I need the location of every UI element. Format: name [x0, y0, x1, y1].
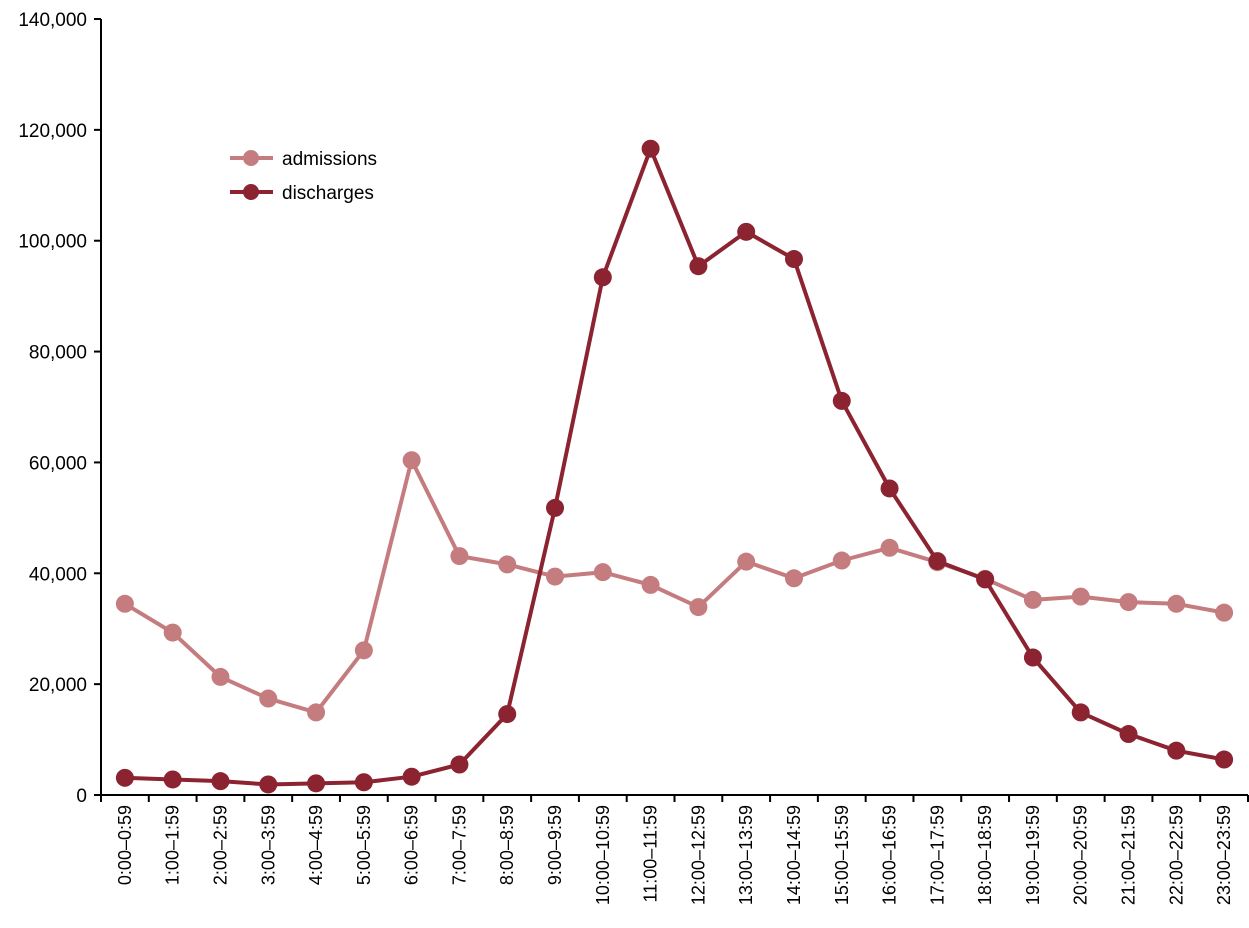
y-tick-label: 40,000 [29, 564, 87, 585]
data-point-admissions [259, 689, 278, 708]
data-point-admissions [880, 538, 899, 557]
data-point-discharges [928, 552, 947, 571]
data-point-discharges [1023, 648, 1042, 667]
series-line-discharges [124, 146, 1225, 787]
y-tick-label: 120,000 [18, 121, 87, 142]
x-tick-label: 5:00–5:59 [354, 805, 374, 885]
data-point-discharges [546, 498, 565, 517]
data-point-discharges [641, 139, 660, 158]
data-point-admissions [354, 641, 373, 660]
data-point-admissions [163, 623, 182, 642]
legend-marker [243, 184, 259, 200]
legend-item-discharges: discharges [230, 183, 374, 204]
x-tick-label: 20:00–20:59 [1071, 805, 1091, 905]
data-point-admissions [1119, 593, 1138, 612]
x-tick-label: 4:00–4:59 [306, 805, 326, 885]
legend-marker [243, 150, 259, 166]
data-point-discharges [593, 268, 612, 287]
y-tick-label: 60,000 [29, 453, 87, 474]
y-tick-label: 20,000 [29, 675, 87, 696]
legend-label: discharges [282, 183, 374, 204]
data-point-discharges [163, 770, 182, 789]
x-tick-label: 9:00–9:59 [545, 805, 565, 885]
axes: 0 20,000 40,000 60,000 80,000 100,000 120,000 1… [18, 10, 1249, 905]
y-tick-label: 100,000 [18, 232, 87, 253]
x-tick-label: 19:00–19:59 [1023, 805, 1043, 905]
data-point-admissions [1071, 587, 1090, 606]
x-tick-label: 14:00–14:59 [784, 805, 804, 905]
data-point-discharges [354, 773, 373, 792]
x-tick-label: 18:00–18:59 [975, 805, 995, 905]
data-point-discharges [259, 775, 278, 794]
x-tick-label: 12:00–12:59 [688, 805, 708, 905]
data-point-admissions [307, 703, 326, 722]
x-tick-label: 3:00–3:59 [258, 805, 278, 885]
data-point-discharges [450, 755, 469, 774]
x-tick-label: 23:00–23:59 [1214, 805, 1234, 905]
data-point-admissions [641, 575, 660, 594]
data-point-admissions [784, 569, 803, 588]
y-tick-label: 0 [76, 786, 87, 807]
x-tick-label: 17:00–17:59 [927, 805, 947, 905]
data-point-admissions [689, 598, 708, 617]
data-point-admissions [832, 551, 851, 570]
x-tick-label: 8:00–8:59 [497, 805, 517, 885]
series-line-admissions [123, 458, 1225, 715]
data-point-admissions [402, 451, 421, 470]
data-point-discharges [498, 705, 517, 724]
x-tick-label: 6:00–6:59 [402, 805, 422, 885]
legend-label: admissions [282, 149, 377, 170]
series-discharges [115, 139, 1234, 794]
data-point-discharges [1215, 750, 1234, 769]
data-point-discharges [211, 772, 230, 791]
x-tick-label: 22:00–22:59 [1166, 805, 1186, 905]
data-point-admissions [1215, 603, 1234, 622]
data-point-discharges [880, 479, 899, 498]
series-layer [115, 139, 1234, 794]
x-tick-label: 1:00–1:59 [163, 805, 183, 885]
data-point-discharges [1071, 703, 1090, 722]
x-tick-label: 0:00–0:59 [115, 805, 135, 885]
data-point-admissions [737, 552, 756, 571]
data-point-discharges [832, 391, 851, 410]
data-point-admissions [115, 594, 134, 613]
x-tick-label: 21:00–21:59 [1119, 805, 1139, 905]
data-point-admissions [546, 567, 565, 586]
data-point-discharges [689, 257, 708, 276]
legend-item-admissions: admissions [230, 149, 377, 170]
legend: admissions discharges [230, 149, 377, 204]
x-tick-label: 11:00–11:59 [641, 805, 661, 902]
data-point-discharges [737, 222, 756, 241]
x-tick-label: 13:00–13:59 [736, 805, 756, 905]
x-tick-label: 7:00–7:59 [449, 805, 469, 885]
data-point-discharges [976, 570, 995, 589]
x-tick-label: 2:00–2:59 [210, 805, 230, 885]
data-point-admissions [1023, 590, 1042, 609]
data-point-discharges [1119, 725, 1138, 744]
x-tick-label: 16:00–16:59 [880, 805, 900, 905]
data-point-discharges [402, 767, 421, 786]
data-point-admissions [450, 547, 469, 566]
data-point-admissions [498, 555, 517, 574]
data-point-admissions [1167, 594, 1186, 613]
data-point-discharges [115, 768, 134, 787]
data-point-discharges [784, 250, 803, 269]
y-tick-label: 80,000 [29, 343, 87, 364]
data-point-admissions [593, 563, 612, 582]
data-point-discharges [1167, 741, 1186, 760]
x-tick-label: 10:00–10:59 [593, 805, 613, 905]
data-point-discharges [307, 774, 326, 793]
y-tick-label: 140,000 [18, 10, 87, 31]
series-admissions [115, 451, 1234, 722]
x-tick-label: 15:00–15:59 [832, 805, 852, 905]
data-point-admissions [211, 667, 230, 686]
